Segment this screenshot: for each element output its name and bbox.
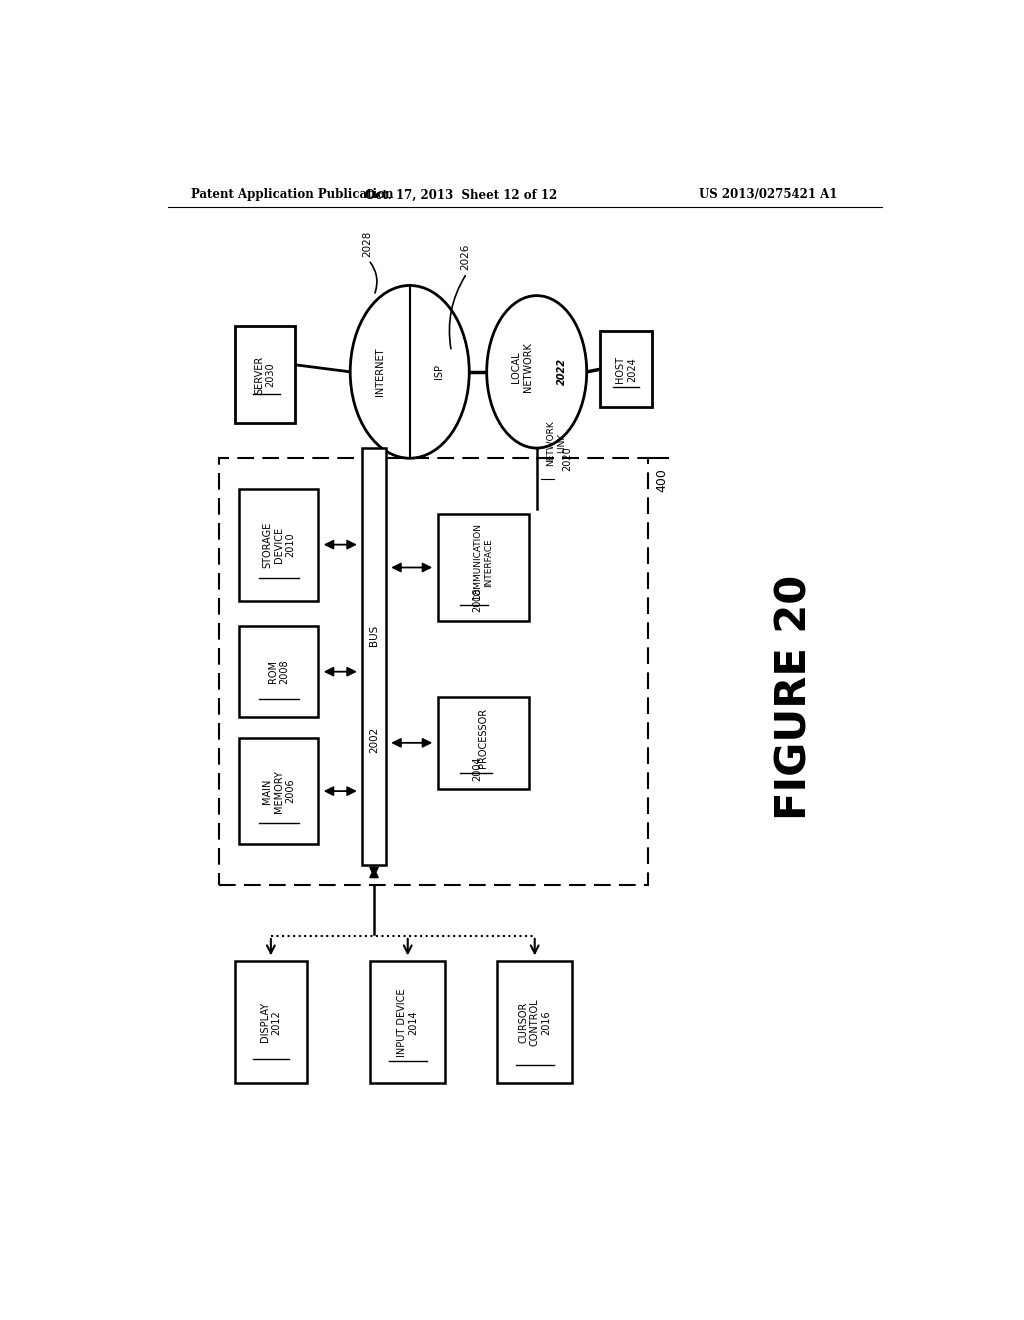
Bar [497, 961, 572, 1084]
Bar [236, 326, 295, 422]
Text: 2002: 2002 [369, 726, 379, 752]
Text: 2020: 2020 [562, 446, 572, 471]
Text: 2026: 2026 [460, 244, 470, 271]
Bar [600, 331, 651, 408]
Text: NETWORK
LINK: NETWORK LINK [546, 420, 565, 466]
Ellipse shape [486, 296, 587, 447]
Text: Patent Application Publication: Patent Application Publication [191, 189, 394, 202]
Text: HOST
2024: HOST 2024 [615, 356, 637, 383]
Bar [370, 961, 445, 1084]
Text: SERVER
2030: SERVER 2030 [254, 355, 275, 393]
Bar [236, 961, 306, 1084]
Text: 2028: 2028 [362, 231, 372, 257]
Text: DISPLAY
2012: DISPLAY 2012 [260, 1002, 282, 1043]
Bar [240, 488, 318, 601]
Text: ISP: ISP [434, 364, 444, 379]
Text: 2022: 2022 [557, 358, 566, 385]
Text: ROM
2008: ROM 2008 [268, 660, 290, 684]
Bar [362, 447, 386, 865]
Bar [437, 515, 528, 620]
Ellipse shape [350, 285, 469, 458]
Bar [437, 697, 528, 788]
Text: FIGURE 20: FIGURE 20 [773, 574, 816, 820]
Text: LOCAL
NETWORK: LOCAL NETWORK [511, 342, 532, 392]
Bar [240, 626, 318, 718]
Text: 400: 400 [655, 469, 669, 492]
Text: STORAGE
DEVICE
2010: STORAGE DEVICE 2010 [262, 521, 295, 568]
Text: US 2013/0275421 A1: US 2013/0275421 A1 [699, 189, 838, 202]
Text: Oct. 17, 2013  Sheet 12 of 12: Oct. 17, 2013 Sheet 12 of 12 [366, 189, 557, 202]
Bar [219, 458, 648, 886]
Text: COMMUNICATION
INTERFACE: COMMUNICATION INTERFACE [473, 524, 493, 602]
Text: INPUT DEVICE
2014: INPUT DEVICE 2014 [397, 989, 419, 1056]
Text: CURSOR
CONTROL
2016: CURSOR CONTROL 2016 [518, 998, 551, 1047]
Text: INTERNET: INTERNET [375, 347, 385, 396]
Text: PROCESSOR: PROCESSOR [478, 708, 488, 768]
Text: MAIN
MEMORY
2006: MAIN MEMORY 2006 [262, 770, 295, 813]
Text: BUS: BUS [369, 624, 379, 647]
Text: 2004: 2004 [473, 756, 482, 780]
Bar [240, 738, 318, 845]
Text: 2018: 2018 [472, 587, 481, 612]
